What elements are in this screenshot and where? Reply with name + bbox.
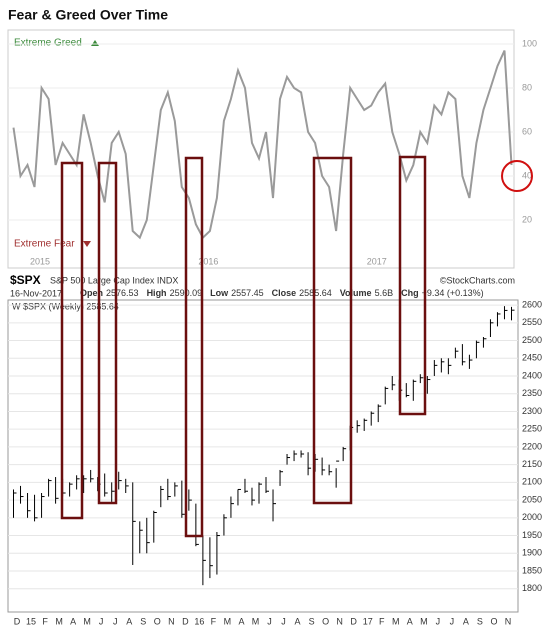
y-tick-label: 2350 bbox=[522, 388, 542, 398]
x-tick-label: N bbox=[168, 616, 175, 626]
x-tick-label: J bbox=[99, 616, 104, 626]
x-tick-label: N bbox=[505, 616, 512, 626]
highlight-box bbox=[398, 155, 427, 416]
x-tick-label: O bbox=[322, 616, 329, 626]
x-tick-label: F bbox=[42, 616, 48, 626]
x-tick-label: M bbox=[392, 616, 400, 626]
x-tick-label: D bbox=[182, 616, 189, 626]
x-tick-label: F bbox=[379, 616, 385, 626]
down-arrow bbox=[83, 241, 91, 247]
x-tick-label: 16 bbox=[194, 616, 204, 626]
y-tick-label: 1800 bbox=[522, 583, 542, 593]
x-tick-label: J bbox=[436, 616, 441, 626]
y-tick-label: 2450 bbox=[522, 353, 542, 363]
x-tick-label: M bbox=[252, 616, 260, 626]
x-tick-label: A bbox=[407, 616, 413, 626]
bottom-panel bbox=[7, 299, 519, 613]
x-label: 2017 bbox=[367, 256, 387, 266]
x-tick-label: M bbox=[55, 616, 63, 626]
y-tick-label: 2300 bbox=[522, 406, 542, 416]
x-tick-label: S bbox=[140, 616, 146, 626]
x-tick-label: M bbox=[83, 616, 91, 626]
highlight-box bbox=[312, 156, 353, 505]
chart-title: Fear & Greed Over Time bbox=[8, 7, 168, 23]
x-tick-label: A bbox=[295, 616, 301, 626]
x-tick-label: A bbox=[463, 616, 469, 626]
y-tick-label: 1900 bbox=[522, 548, 542, 558]
symbol: $SPX bbox=[10, 273, 41, 287]
y-tick-label: 2500 bbox=[522, 335, 542, 345]
x-tick-label: S bbox=[477, 616, 483, 626]
index-name: S&P 500 Large Cap Index INDX bbox=[50, 275, 178, 285]
highlight-box bbox=[184, 156, 204, 538]
x-tick-label: J bbox=[113, 616, 118, 626]
y-tick-label: 2000 bbox=[522, 512, 542, 522]
quote: Open 2576.53 High 2590.09 Low 2557.45 Close 258… bbox=[80, 288, 484, 298]
highlight-box bbox=[97, 161, 118, 505]
x-tick-label: J bbox=[267, 616, 272, 626]
fear-greed-line bbox=[12, 50, 513, 240]
highlight-circle bbox=[501, 160, 533, 192]
greed-label: Extreme Greed bbox=[14, 38, 82, 49]
quote-value: +9.34 (+0.13%) bbox=[422, 288, 484, 298]
y-tick-label: 1850 bbox=[522, 565, 542, 575]
quote-label: Open bbox=[80, 288, 103, 298]
x-tick-label: D bbox=[14, 616, 21, 626]
x-tick-label: A bbox=[238, 616, 244, 626]
y-tick-label: 60 bbox=[522, 126, 532, 136]
source: ©StockCharts.com bbox=[440, 275, 515, 285]
x-tick-label: M bbox=[224, 616, 232, 626]
quote-value: 2576.53 bbox=[106, 288, 139, 298]
x-tick-label: A bbox=[70, 616, 76, 626]
highlight-box bbox=[60, 161, 84, 520]
fear-label: Extreme Fear bbox=[14, 239, 75, 250]
quote-value: 5.6B bbox=[375, 288, 394, 298]
x-label: 2016 bbox=[198, 256, 218, 266]
x-tick-label: J bbox=[450, 616, 455, 626]
quote-label: Chg bbox=[401, 288, 419, 298]
x-tick-label: O bbox=[154, 616, 161, 626]
x-tick-label: M bbox=[420, 616, 428, 626]
y-tick-label: 2150 bbox=[522, 459, 542, 469]
x-tick-label: D bbox=[350, 616, 357, 626]
y-tick-label: 100 bbox=[522, 38, 537, 48]
x-tick-label: F bbox=[211, 616, 217, 626]
quote-label: Volume bbox=[340, 288, 372, 298]
x-tick-label: J bbox=[281, 616, 286, 626]
quote-label: Close bbox=[272, 288, 297, 298]
x-tick-label: O bbox=[490, 616, 497, 626]
y-tick-label: 2400 bbox=[522, 370, 542, 380]
y-tick-label: 2550 bbox=[522, 317, 542, 327]
date: 16-Nov-2017 bbox=[10, 288, 62, 298]
x-tick-label: S bbox=[309, 616, 315, 626]
y-tick-label: 40 bbox=[522, 170, 532, 180]
y-tick-label: 2050 bbox=[522, 494, 542, 504]
x-tick-label: 17 bbox=[363, 616, 373, 626]
y-tick-label: 2600 bbox=[522, 299, 542, 309]
legend: W $SPX (Weekly) 2585.64 bbox=[12, 301, 119, 311]
quote-label: Low bbox=[210, 288, 229, 298]
y-tick-label: 2250 bbox=[522, 424, 542, 434]
x-tick-label: N bbox=[336, 616, 343, 626]
quote-label: High bbox=[147, 288, 167, 298]
y-tick-label: 20 bbox=[522, 214, 532, 224]
x-label: 2015 bbox=[30, 256, 50, 266]
x-tick-label: 15 bbox=[26, 616, 36, 626]
y-tick-label: 1950 bbox=[522, 530, 542, 540]
y-tick-label: 2200 bbox=[522, 441, 542, 451]
x-tick-label: A bbox=[126, 616, 132, 626]
y-tick-label: 80 bbox=[522, 82, 532, 92]
y-tick-label: 2100 bbox=[522, 477, 542, 487]
quote-value: 2557.45 bbox=[231, 288, 264, 298]
quote-value: 2585.64 bbox=[299, 288, 332, 298]
